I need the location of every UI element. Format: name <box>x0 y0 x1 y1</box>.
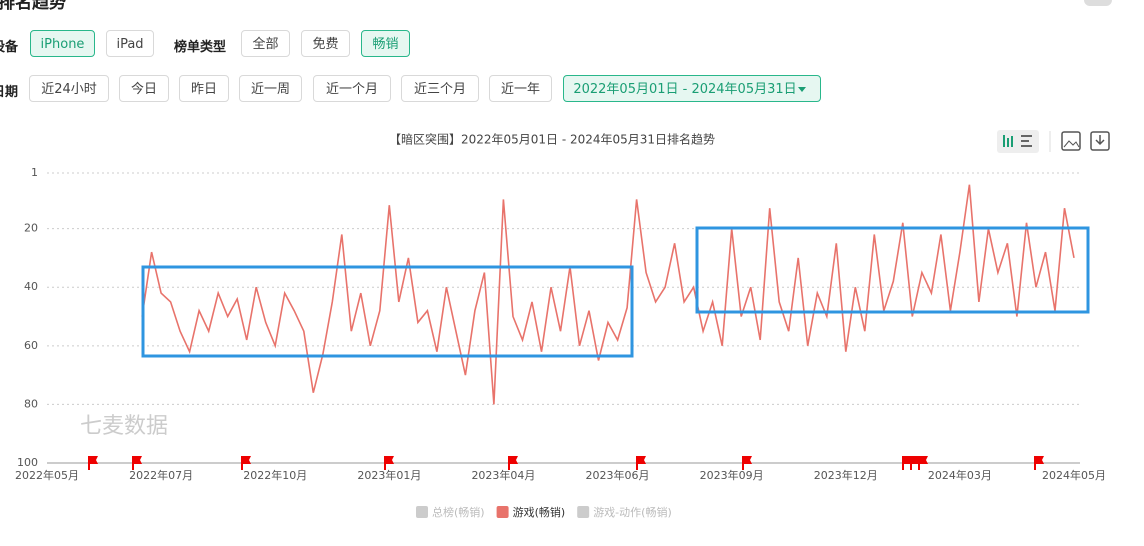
legend-swatch[interactable] <box>496 506 509 518</box>
date-range-button[interactable]: 2022年05月01日 - 2024年05月31日 <box>563 75 821 102</box>
x-tick-label: 2022年07月 <box>129 468 193 482</box>
filter-button[interactable]: 近一周 <box>239 75 302 102</box>
filter-button[interactable]: 免费 <box>301 30 350 57</box>
y-tick-label: 60 <box>24 339 38 352</box>
filter-button[interactable]: iPad <box>106 30 154 57</box>
filter-button[interactable]: 近一年 <box>489 75 552 102</box>
legend-swatch[interactable] <box>416 506 428 518</box>
chart-title: 【暗区突围】2022年05月01日 - 2024年05月31日排名趋势 <box>389 132 715 147</box>
y-tick-label: 20 <box>24 222 38 235</box>
y-tick-label: 1 <box>31 166 38 179</box>
x-tick-label: 2023年01月 <box>357 468 421 482</box>
x-tick-label: 2022年05月 <box>15 468 79 482</box>
filter-button[interactable]: 近三个月 <box>401 75 479 102</box>
image-icon[interactable] <box>1061 131 1081 151</box>
annotation-box <box>695 226 1090 314</box>
y-tick-label: 100 <box>17 456 38 469</box>
caret <box>798 87 806 92</box>
filter-button[interactable]: 畅销 <box>361 30 410 57</box>
legend-label[interactable]: 游戏-动作(畅销) <box>593 505 672 519</box>
legend-swatch[interactable] <box>577 506 590 518</box>
x-tick-label: 2023年12月 <box>814 468 878 482</box>
bar-icon <box>1003 135 1013 147</box>
list-icon <box>1021 135 1032 147</box>
filter-button[interactable]: 今日 <box>119 75 169 102</box>
x-tick-label: 2024年03月 <box>928 468 992 482</box>
x-tick-label: 2023年06月 <box>586 468 650 482</box>
y-tick-label: 40 <box>24 280 38 293</box>
filter-button[interactable]: 昨日 <box>179 75 229 102</box>
event-flags <box>88 456 1044 470</box>
filter-button[interactable]: 近24小时 <box>29 75 109 102</box>
filter-button[interactable]: 全部 <box>241 30 290 57</box>
watermark: 七麦数据 <box>80 414 168 439</box>
x-tick-label: 2024年05月 <box>1042 468 1106 482</box>
download-icon-detail <box>1095 135 1105 146</box>
filter-button[interactable]: iPhone <box>30 30 95 57</box>
x-tick-label: 2023年04月 <box>471 468 535 482</box>
annotation-box <box>141 265 634 358</box>
x-tick-label: 2022年10月 <box>243 468 307 482</box>
filter-label: 设备 <box>0 40 19 55</box>
x-tick-label: 2023年09月 <box>700 468 764 482</box>
download-icon[interactable] <box>1090 131 1110 151</box>
legend-label[interactable]: 总榜(畅销) <box>432 505 485 519</box>
y-tick-label: 80 <box>24 397 38 410</box>
legend-label[interactable]: 游戏(畅销) <box>513 505 566 519</box>
page-title: 排名趋势 <box>0 0 66 13</box>
toggle[interactable] <box>1084 0 1112 6</box>
filter-button[interactable]: 近一个月 <box>313 75 391 102</box>
series-line <box>141 184 1075 405</box>
filter-label: 日期 <box>0 85 19 100</box>
filter-label: 榜单类型 <box>174 40 227 55</box>
image-icon-detail <box>1063 140 1080 148</box>
